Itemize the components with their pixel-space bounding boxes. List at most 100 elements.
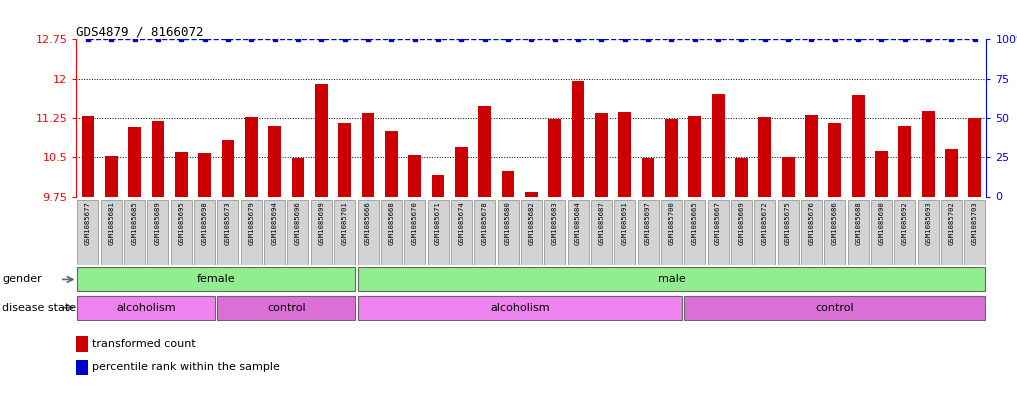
Text: GSM1085666: GSM1085666 [365,201,371,245]
Text: GSM1085670: GSM1085670 [412,201,418,245]
Text: gender: gender [2,274,42,285]
FancyBboxPatch shape [917,200,939,265]
Bar [362,113,374,196]
Text: GSM1085681: GSM1085681 [108,201,114,245]
Bar [642,158,655,196]
Text: GSM1085678: GSM1085678 [482,201,488,245]
Text: GSM1085682: GSM1085682 [529,201,534,245]
Text: percentile rank within the sample: percentile rank within the sample [92,362,280,373]
Text: disease state: disease state [2,303,76,313]
Bar [292,158,304,196]
FancyBboxPatch shape [521,200,542,265]
Bar [501,171,515,196]
Text: GSM1085677: GSM1085677 [85,201,91,245]
FancyBboxPatch shape [661,200,682,265]
Bar [81,116,95,196]
FancyBboxPatch shape [614,200,636,265]
FancyBboxPatch shape [77,267,355,292]
FancyBboxPatch shape [241,200,261,265]
Bar [921,111,935,196]
FancyBboxPatch shape [474,200,495,265]
Bar [618,112,632,196]
FancyBboxPatch shape [684,200,705,265]
Bar [572,81,585,196]
Bar [735,158,747,196]
Text: GDS4879 / 8166072: GDS4879 / 8166072 [76,25,203,38]
Text: male: male [658,274,685,285]
Text: control: control [816,303,854,313]
FancyBboxPatch shape [358,200,378,265]
Text: GSM1085674: GSM1085674 [459,201,465,245]
Text: GSM1085676: GSM1085676 [809,201,815,245]
FancyBboxPatch shape [335,200,355,265]
Bar [384,131,398,196]
Bar [198,153,212,196]
Text: GSM1085671: GSM1085671 [435,201,441,245]
FancyBboxPatch shape [404,200,425,265]
Bar [105,156,118,196]
FancyBboxPatch shape [544,200,565,265]
Text: GSM1085675: GSM1085675 [785,201,791,245]
FancyBboxPatch shape [567,200,589,265]
Bar [595,113,608,196]
Bar [268,126,281,196]
Text: female: female [197,274,236,285]
FancyBboxPatch shape [77,200,99,265]
FancyBboxPatch shape [638,200,659,265]
FancyBboxPatch shape [77,296,216,320]
Bar [175,152,188,196]
Bar [945,149,958,196]
FancyBboxPatch shape [964,200,985,265]
Bar [525,192,538,196]
Bar [431,175,444,196]
FancyBboxPatch shape [778,200,798,265]
Text: GSM1085673: GSM1085673 [225,201,231,245]
FancyBboxPatch shape [358,267,985,292]
FancyBboxPatch shape [801,200,822,265]
Text: GSM1085683: GSM1085683 [551,201,557,245]
Bar [548,119,561,196]
FancyBboxPatch shape [497,200,519,265]
Text: GSM1085691: GSM1085691 [621,201,627,245]
FancyBboxPatch shape [451,200,472,265]
Bar [478,106,491,196]
FancyBboxPatch shape [101,200,122,265]
FancyBboxPatch shape [194,200,216,265]
FancyBboxPatch shape [708,200,728,265]
FancyBboxPatch shape [847,200,869,265]
Text: GSM1085692: GSM1085692 [902,201,908,245]
Bar [339,123,351,196]
FancyBboxPatch shape [311,200,332,265]
FancyBboxPatch shape [124,200,145,265]
FancyBboxPatch shape [755,200,775,265]
FancyBboxPatch shape [427,200,448,265]
Text: transformed count: transformed count [92,339,195,349]
Bar [408,154,421,196]
FancyBboxPatch shape [358,296,682,320]
Bar [712,94,724,196]
Bar [152,121,165,196]
Text: GSM1085694: GSM1085694 [272,201,278,245]
FancyBboxPatch shape [264,200,285,265]
Text: GSM1085688: GSM1085688 [855,201,861,245]
Bar [759,118,771,196]
Text: GSM1085685: GSM1085685 [131,201,137,245]
Bar [829,123,841,196]
Bar [782,157,794,196]
Bar [222,140,234,196]
Text: GSM1085667: GSM1085667 [715,201,721,245]
Text: alcoholism: alcoholism [490,303,549,313]
FancyBboxPatch shape [941,200,962,265]
FancyBboxPatch shape [825,200,845,265]
Bar [968,118,981,196]
Bar [875,151,888,196]
FancyBboxPatch shape [380,200,402,265]
Text: GSM1085668: GSM1085668 [388,201,395,245]
Bar [245,118,257,196]
Text: GSM1085693: GSM1085693 [925,201,932,245]
FancyBboxPatch shape [871,200,892,265]
Text: GSM1085695: GSM1085695 [178,201,184,245]
Bar [455,147,468,196]
Bar [805,115,818,196]
FancyBboxPatch shape [684,296,985,320]
